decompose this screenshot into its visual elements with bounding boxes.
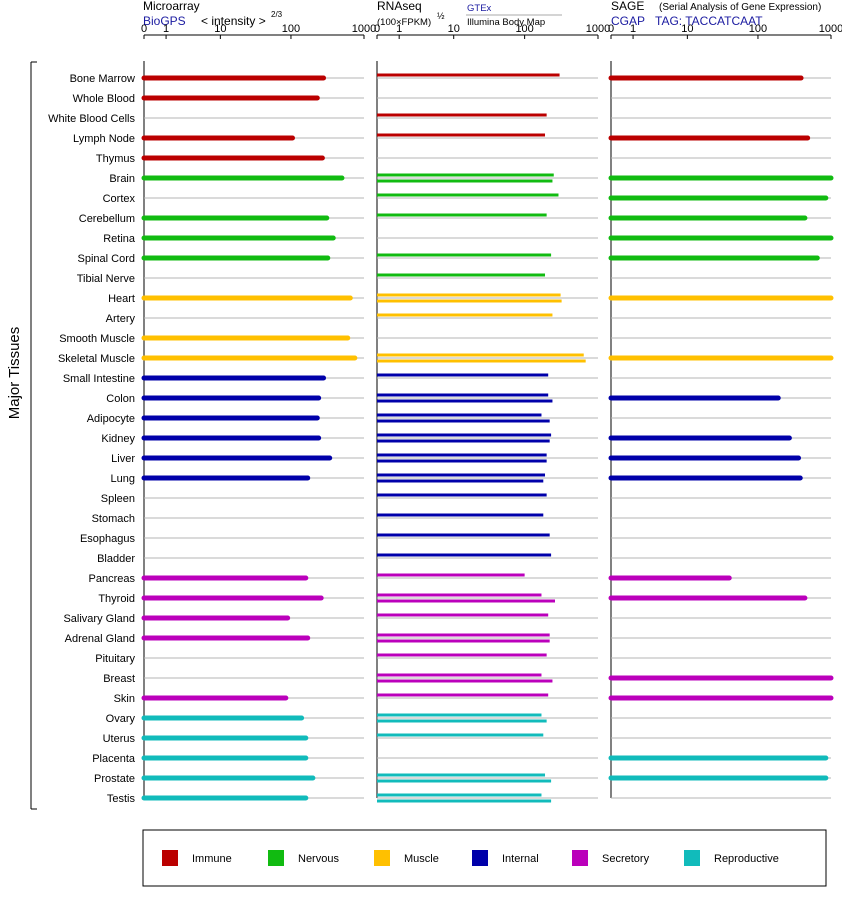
tissue-label: White Blood Cells [48,113,135,125]
tissue-label: Thymus [96,153,136,165]
sage-cgap-link[interactable]: CGAP [611,14,645,28]
tissue-label: Spinal Cord [78,253,135,265]
tissue-label: Cortex [103,193,136,205]
sage-tick-label: 1 [630,23,636,35]
microarray-tick-label: 10 [214,23,226,35]
rnaseq-tick-label: 10 [448,23,460,35]
legend-swatch-immune [162,850,178,866]
tissue-label: Retina [103,233,136,245]
microarray-tick-label: 1 [163,23,169,35]
tissue-label: Bone Marrow [70,73,135,85]
sage-tag: TAG: TACCATCAAT [655,14,763,28]
tissue-label: Brain [109,173,135,185]
sage-tick-label: 100 [749,23,767,35]
rnaseq-tick-label: 1000 [586,23,610,35]
tissue-label: Heart [108,293,135,305]
legend-label-reproductive: Reproductive [714,853,779,865]
microarray-tick-label: 0 [141,23,147,35]
microarray-title: Microarray [143,0,200,13]
major-tissues-label: Major Tissues [6,327,23,420]
legend-label-immune: Immune [192,853,232,865]
tissue-label: Smooth Muscle [59,333,135,345]
legend-swatch-nervous [268,850,284,866]
legend-label-muscle: Muscle [404,853,439,865]
tissue-label: Cerebellum [79,213,135,225]
legend-swatch-secretory [572,850,588,866]
legend: Immune Nervous Muscle Internal Secretory Repr… [162,850,779,866]
rnaseq-unit: (100×FPKM) [377,17,431,28]
microarray-tick-label: 100 [282,23,300,35]
tissue-label: Testis [107,793,136,805]
sage-title: SAGE [611,0,644,13]
tissue-label: Uterus [103,733,136,745]
legend-label-secretory: Secretory [602,853,650,865]
legend-swatch-internal [472,850,488,866]
gtex-source-link[interactable]: GTEx [467,3,492,14]
tissue-label: Ovary [106,713,136,725]
tissue-label: Colon [106,393,135,405]
tissue-label: Skeletal Muscle [58,353,135,365]
tissue-label: Stomach [92,513,135,525]
tissue-label: Liver [111,453,135,465]
tissue-label: Pancreas [89,573,136,585]
illumina-source-label: Illumina Body Map [467,17,545,28]
microarray-unit-exponent: 2/3 [271,10,283,19]
legend-label-nervous: Nervous [298,853,339,865]
tissue-label: Lung [111,473,135,485]
tissue-label: Bladder [97,553,135,565]
sage-tick-label: 1000 [819,23,842,35]
tissue-label: Small Intestine [63,373,135,385]
rnaseq-tick-label: 1 [396,23,402,35]
tissue-label: Skin [114,693,135,705]
tissue-label: Pituitary [95,653,135,665]
tissue-label: Salivary Gland [63,613,135,625]
tissue-label: Artery [106,313,136,325]
rnaseq-title: RNAseq [377,0,422,13]
tissue-label: Lymph Node [73,133,135,145]
tissue-label: Tibial Nerve [77,273,135,285]
tissue-label: Esophagus [80,533,136,545]
sage-tick-label: 10 [681,23,693,35]
rnaseq-tick-label: 0 [374,23,380,35]
tissue-label: Kidney [101,433,135,445]
rnaseq-unit-exponent: ½ [437,11,445,21]
rnaseq-tick-label: 100 [515,23,533,35]
sage-subtitle: (Serial Analysis of Gene Expression) [659,2,821,13]
tissue-label: Adrenal Gland [65,633,135,645]
tissue-label: Placenta [92,753,136,765]
tissue-label: Whole Blood [73,93,135,105]
microarray-tick-label: 1000 [352,23,376,35]
legend-swatch-muscle [374,850,390,866]
tissue-label: Prostate [94,773,135,785]
sage-tick-label: 0 [608,23,614,35]
legend-label-internal: Internal [502,853,539,865]
tissue-label: Breast [103,673,135,685]
tissue-label: Thyroid [98,593,135,605]
microarray-unit: < intensity > [201,14,266,28]
legend-swatch-reproductive [684,850,700,866]
microarray-source-link[interactable]: BioGPS [143,14,186,28]
tissue-label: Spleen [101,493,135,505]
tissue-label: Adipocyte [87,413,135,425]
major-tissues-bracket [30,61,37,810]
